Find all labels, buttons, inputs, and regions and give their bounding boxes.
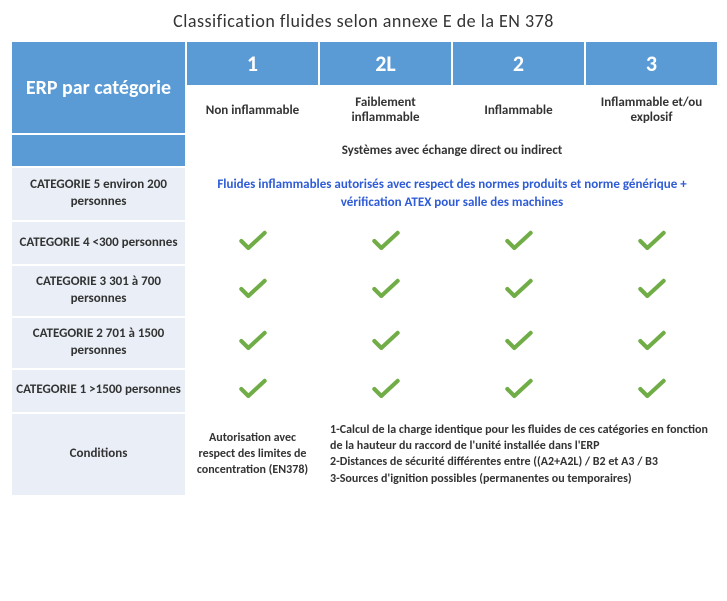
cat2-row: CATEGORIE 2 701 à 1500 personnes xyxy=(11,317,718,369)
erp-header-spacer xyxy=(11,134,186,167)
cat5-label: CATEGORIE 5 environ 200 personnes xyxy=(11,167,186,221)
cat1-col2-check xyxy=(452,369,585,413)
system-text: Systèmes avec échange direct ou indirect xyxy=(186,134,718,167)
page-title: Classification fluides selon annexe E de… xyxy=(10,10,717,32)
classification-table: ERP par catégorie 1 2L 2 3 Non inflammab… xyxy=(10,40,719,497)
cat3-row: CATEGORIE 3 301 à 700 personnes xyxy=(11,265,718,317)
cat4-col2l-check xyxy=(319,221,452,265)
cat4-col2-check xyxy=(452,221,585,265)
cat2-label: CATEGORIE 2 701 à 1500 personnes xyxy=(11,317,186,369)
conditions-col234: 1-Calcul de la charge identique pour les… xyxy=(319,413,718,496)
cat3-col2l-check xyxy=(319,265,452,317)
cat4-col1-check xyxy=(186,221,319,265)
cat3-col1-check xyxy=(186,265,319,317)
conditions-row: Conditions Autorisation avec respect des… xyxy=(11,413,718,496)
cat3-col3-check xyxy=(585,265,718,317)
subhead-3: Inflammable et/ou explosif xyxy=(585,86,718,134)
cat5-text: Fluides inflammables autorisés avec resp… xyxy=(186,167,718,221)
subhead-2: Inflammable xyxy=(452,86,585,134)
cat1-row: CATEGORIE 1 >1500 personnes xyxy=(11,369,718,413)
col-2l-number: 2L xyxy=(319,41,452,86)
cat1-label: CATEGORIE 1 >1500 personnes xyxy=(11,369,186,413)
col-2-number: 2 xyxy=(452,41,585,86)
cat2-col2-check xyxy=(452,317,585,369)
cat5-row: CATEGORIE 5 environ 200 personnes Fluide… xyxy=(11,167,718,221)
cat2-col3-check xyxy=(585,317,718,369)
conditions-col1: Autorisation avec respect des limites de… xyxy=(186,413,319,496)
cat4-label: CATEGORIE 4 <300 personnes xyxy=(11,221,186,265)
cat1-col3-check xyxy=(585,369,718,413)
subhead-2l: Faiblement inflammable xyxy=(319,86,452,134)
cat4-row: CATEGORIE 4 <300 personnes xyxy=(11,221,718,265)
conditions-label: Conditions xyxy=(11,413,186,496)
cat1-col1-check xyxy=(186,369,319,413)
erp-header: ERP par catégorie xyxy=(11,41,186,134)
col-3-number: 3 xyxy=(585,41,718,86)
cat3-label: CATEGORIE 3 301 à 700 personnes xyxy=(11,265,186,317)
cat4-col3-check xyxy=(585,221,718,265)
cat2-col2l-check xyxy=(319,317,452,369)
cat2-col1-check xyxy=(186,317,319,369)
system-row: Systèmes avec échange direct ou indirect xyxy=(11,134,718,167)
header-row-numbers: ERP par catégorie 1 2L 2 3 xyxy=(11,41,718,86)
subhead-1: Non inflammable xyxy=(186,86,319,134)
cat3-col2-check xyxy=(452,265,585,317)
cat1-col2l-check xyxy=(319,369,452,413)
col-1-number: 1 xyxy=(186,41,319,86)
